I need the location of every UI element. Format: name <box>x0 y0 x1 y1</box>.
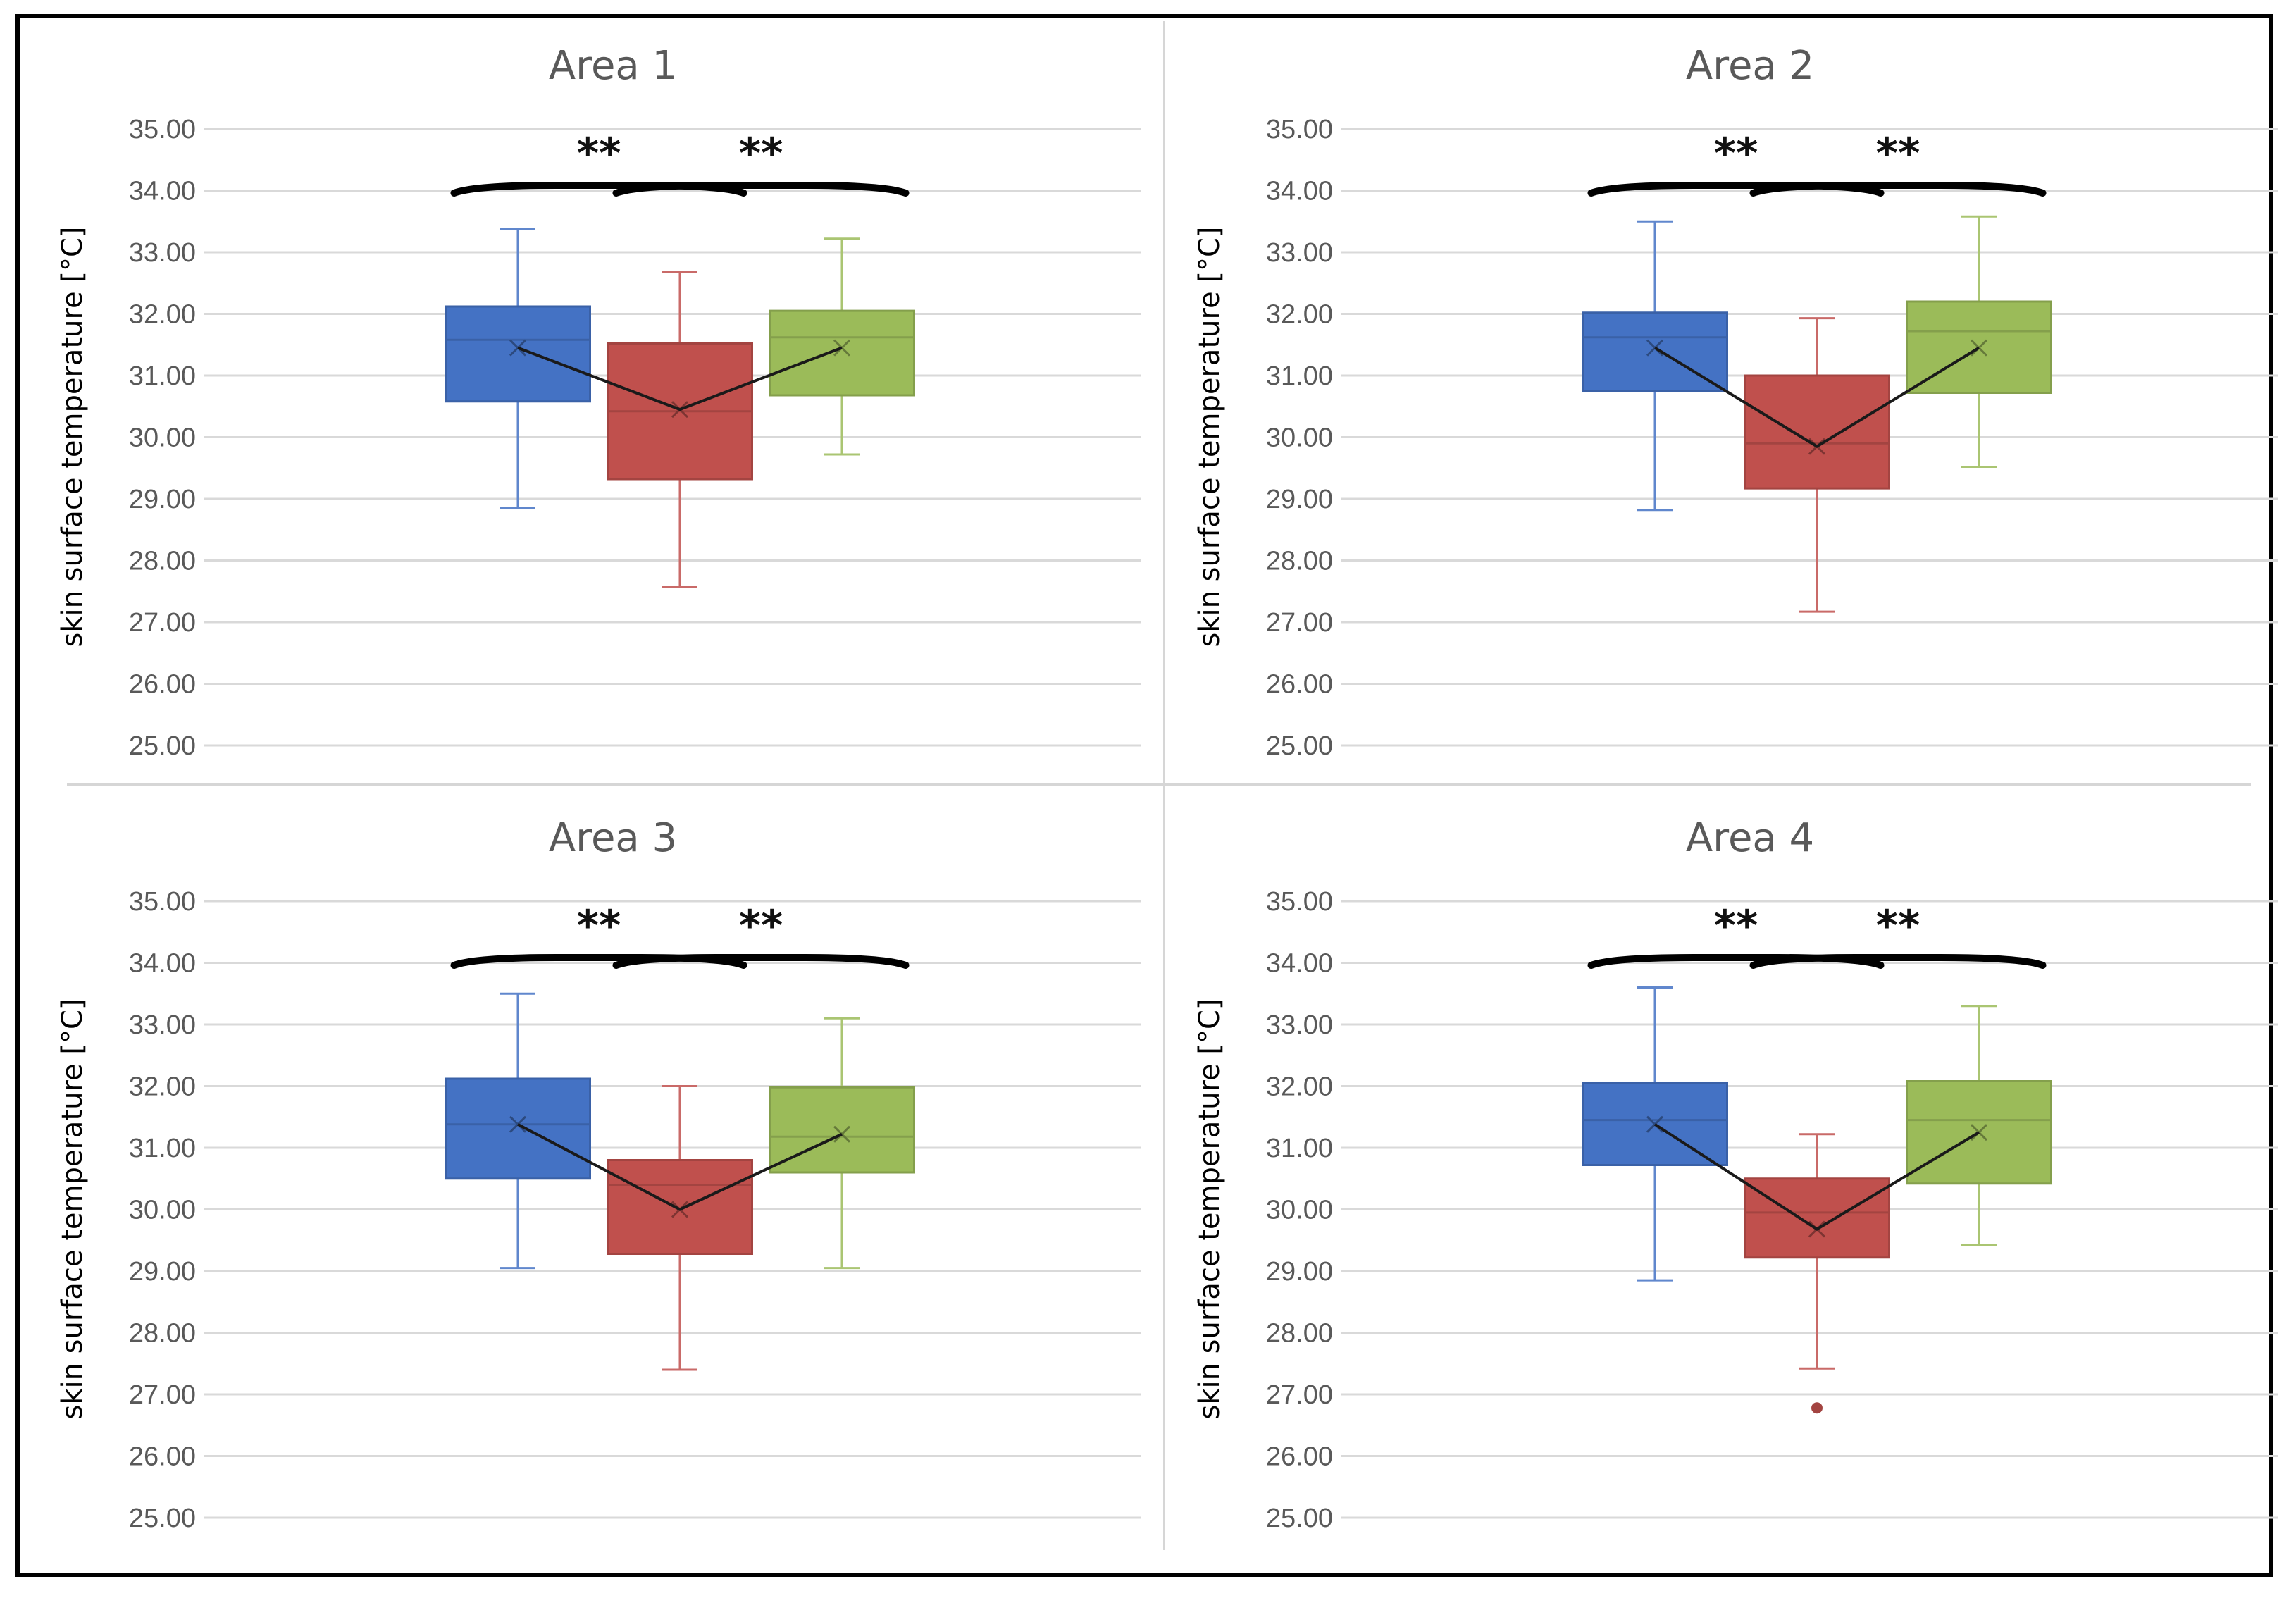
box-group-1 <box>445 1077 591 1180</box>
y-tick-label: 29.00 <box>1266 1257 1333 1287</box>
significance-label: ** <box>1714 129 1758 178</box>
significance-label: ** <box>739 129 783 178</box>
box-group-3 <box>769 1086 915 1174</box>
y-tick-label: 31.00 <box>1266 361 1333 391</box>
box-group-2 <box>1744 374 1890 490</box>
y-tick-label: 32.00 <box>1266 1072 1333 1102</box>
y-tick-label: 30.00 <box>1266 423 1333 453</box>
chart-title: Area 2 <box>1686 43 1814 89</box>
significance-label: ** <box>1714 901 1758 950</box>
panel-divider-vertical <box>1163 21 1165 1550</box>
y-tick-label: 30.00 <box>129 423 196 453</box>
y-tick-label: 31.00 <box>129 1134 196 1163</box>
significance-bracket <box>1587 954 1885 969</box>
y-tick-label: 33.00 <box>129 238 196 268</box>
y-axis-label: skin surface temperature [°C] <box>56 226 89 647</box>
y-tick-label: 30.00 <box>129 1196 196 1225</box>
y-tick-label: 33.00 <box>1266 1010 1333 1040</box>
y-tick-label: 32.00 <box>129 1072 196 1102</box>
y-tick-label: 28.00 <box>129 547 196 576</box>
y-tick-label: 33.00 <box>129 1010 196 1040</box>
box-group-1 <box>445 305 591 403</box>
box-group-2 <box>1744 1177 1890 1259</box>
significance-bracket <box>1749 182 2047 197</box>
significance-bracket <box>1587 182 1885 197</box>
figure-frame <box>15 14 2273 1577</box>
y-tick-label: 29.00 <box>129 485 196 514</box>
significance-label: ** <box>577 901 621 950</box>
mean-trend-line <box>517 1122 843 1211</box>
y-tick-label: 28.00 <box>129 1319 196 1349</box>
panel-area-2: 25.00 26.00 27.00 28.00 29.00 30.00 31.00 32.00… <box>1193 43 2278 761</box>
panel-area-4: 25.00 26.00 27.00 28.00 29.00 30.00 31.00 32.00… <box>1193 815 2278 1533</box>
y-tick-label: 27.00 <box>129 608 196 638</box>
outlier-point <box>1811 1402 1823 1414</box>
y-tick-label: 27.00 <box>1266 608 1333 638</box>
y-axis-label: skin surface temperature [°C] <box>56 998 89 1419</box>
y-tick-label: 31.00 <box>1266 1134 1333 1163</box>
y-tick-label: 35.00 <box>1266 887 1333 917</box>
y-tick-label: 35.00 <box>1266 115 1333 144</box>
y-tick-label: 25.00 <box>1266 1504 1333 1533</box>
y-tick-label: 28.00 <box>1266 1319 1333 1349</box>
y-tick-label: 30.00 <box>1266 1196 1333 1225</box>
box-group-2 <box>607 1159 753 1255</box>
box-group-3 <box>769 309 915 397</box>
chart-title: Area 4 <box>1686 815 1814 861</box>
y-tick-label: 32.00 <box>129 300 196 330</box>
y-tick-label: 31.00 <box>129 361 196 391</box>
y-tick-label: 26.00 <box>129 670 196 700</box>
y-tick-label: 25.00 <box>129 1504 196 1533</box>
y-tick-label: 32.00 <box>1266 300 1333 330</box>
significance-label: ** <box>1876 129 1920 178</box>
y-tick-label: 27.00 <box>1266 1380 1333 1410</box>
y-tick-label: 34.00 <box>129 949 196 979</box>
y-axis-label: skin surface temperature [°C] <box>1193 998 1226 1419</box>
chart-title: Area 3 <box>549 815 677 861</box>
y-tick-label: 25.00 <box>129 731 196 761</box>
significance-bracket <box>450 954 747 969</box>
panel-area-3: 25.00 26.00 27.00 28.00 29.00 30.00 31.00 32.00… <box>56 815 1141 1533</box>
chart-title: Area 1 <box>549 43 677 89</box>
significance-bracket <box>612 182 910 197</box>
mean-trend-line <box>1653 346 1980 448</box>
y-tick-label: 34.00 <box>1266 177 1333 206</box>
panel-divider-horizontal <box>67 783 2251 786</box>
significance-label: ** <box>1876 901 1920 950</box>
y-tick-label: 26.00 <box>1266 1442 1333 1472</box>
y-tick-label: 33.00 <box>1266 238 1333 268</box>
y-tick-label: 27.00 <box>129 1380 196 1410</box>
mean-trend-line <box>1653 1123 1980 1231</box>
significance-label: ** <box>577 129 621 178</box>
significance-bracket <box>1749 954 2047 969</box>
mean-trend-line <box>517 346 843 411</box>
significance-bracket <box>612 954 910 969</box>
y-tick-label: 28.00 <box>1266 547 1333 576</box>
y-tick-label: 35.00 <box>129 887 196 917</box>
y-tick-label: 26.00 <box>129 1442 196 1472</box>
y-tick-label: 26.00 <box>1266 670 1333 700</box>
panel-area-1: 25.00 26.00 27.00 28.00 29.00 30.00 31.00 32.00… <box>56 43 1141 761</box>
y-tick-label: 34.00 <box>129 177 196 206</box>
significance-label: ** <box>739 901 783 950</box>
significance-bracket <box>450 182 747 197</box>
y-tick-label: 35.00 <box>129 115 196 144</box>
y-axis-label: skin surface temperature [°C] <box>1193 226 1226 647</box>
y-tick-label: 29.00 <box>1266 485 1333 514</box>
y-tick-label: 34.00 <box>1266 949 1333 979</box>
y-tick-label: 25.00 <box>1266 731 1333 761</box>
y-tick-label: 29.00 <box>129 1257 196 1287</box>
